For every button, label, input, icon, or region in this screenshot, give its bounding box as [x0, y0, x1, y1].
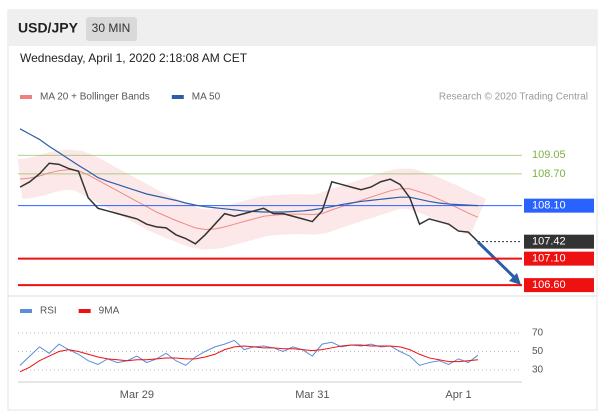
interval-badge[interactable]: [86, 17, 137, 41]
legend-swatch: [171, 95, 184, 99]
legend-label: 9MA: [99, 306, 120, 317]
level-label: 108.10: [532, 200, 566, 212]
line: [19, 169, 479, 230]
timestamp: Wednesday, April 1, 2020 2:18:08 AM CET: [20, 51, 248, 65]
line: [19, 339, 479, 366]
level-box: [524, 251, 594, 266]
y-tick-label: 70: [532, 328, 544, 339]
forecast-arrow: [476, 240, 519, 282]
line: [19, 162, 479, 245]
level-box: [524, 198, 594, 213]
legend-label: RSI: [40, 306, 57, 317]
level-label: 108.70: [532, 168, 566, 180]
y-tick-label: 30: [532, 365, 544, 376]
interval[interactable]: 30 MIN: [92, 21, 131, 35]
arrow-head: [509, 273, 521, 285]
level-box: [524, 278, 594, 293]
legend-swatch: [78, 309, 91, 313]
bollinger-band: [9, 149, 489, 250]
source: Research © 2020 Trading Central: [439, 92, 588, 103]
line: [19, 344, 479, 373]
legend-label: MA 20 + Bollinger Bands: [40, 92, 150, 103]
x-tick-label: Mar 29: [120, 389, 154, 401]
level-label: 107.42: [532, 236, 566, 248]
level-label: 106.60: [532, 279, 566, 291]
symbol: USD/JPY: [18, 20, 79, 36]
legend-swatch: [20, 309, 32, 313]
legend-swatch: [20, 95, 32, 99]
x-tick-label: Apr 1: [445, 389, 471, 401]
level-label: 107.10: [532, 253, 566, 265]
x-tick-label: Mar 31: [295, 389, 329, 401]
level-box: [524, 234, 594, 249]
level-label: 109.05: [532, 149, 566, 161]
line: [19, 128, 479, 213]
legend-label: MA 50: [192, 92, 221, 103]
y-tick-label: 50: [532, 346, 544, 357]
